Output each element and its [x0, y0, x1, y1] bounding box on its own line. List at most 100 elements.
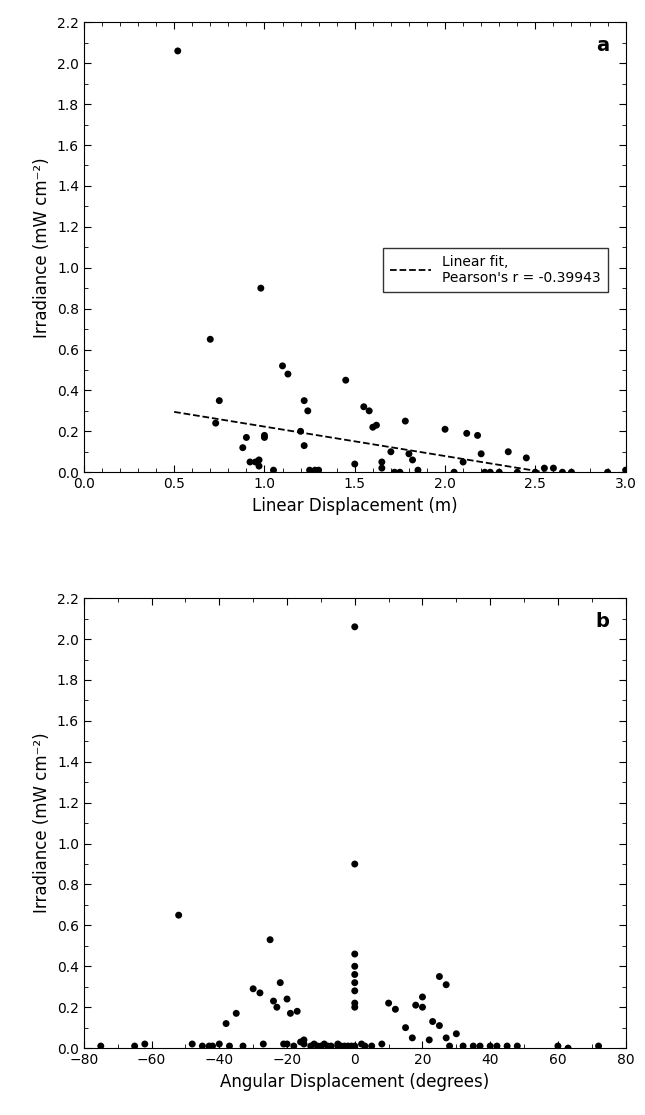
Point [364, 401, 374, 419]
Point [95, 1037, 106, 1055]
Point [494, 464, 504, 482]
Point [557, 464, 568, 482]
Point [350, 455, 360, 473]
Point [299, 1035, 309, 1053]
Point [441, 976, 451, 993]
Point [360, 1037, 370, 1055]
Point [539, 459, 550, 477]
Point [272, 998, 282, 1016]
Point [356, 1035, 366, 1053]
Point [333, 1035, 343, 1053]
Point [368, 418, 378, 436]
Point [248, 980, 258, 998]
Point [563, 1039, 573, 1057]
Point [485, 464, 495, 482]
Point [462, 425, 472, 443]
Point [265, 931, 275, 949]
Point [343, 1037, 353, 1055]
Point [480, 464, 490, 482]
Point [312, 1037, 322, 1055]
Point [241, 428, 252, 446]
Point [434, 968, 444, 986]
Point [444, 1037, 455, 1055]
Point [289, 1037, 299, 1055]
Text: b: b [595, 612, 610, 631]
Point [255, 983, 265, 1001]
Point [309, 1035, 319, 1053]
Point [441, 1029, 451, 1047]
Point [299, 1031, 309, 1049]
Point [279, 1035, 289, 1053]
Point [377, 459, 387, 477]
Point [295, 423, 306, 440]
Point [282, 990, 292, 1008]
Point [346, 1037, 357, 1055]
Y-axis label: Irradiance (mW cm⁻²): Irradiance (mW cm⁻²) [34, 157, 52, 338]
Point [350, 998, 360, 1016]
Point [208, 1037, 218, 1055]
Point [359, 398, 369, 416]
Point [503, 443, 513, 460]
Point [173, 42, 183, 60]
Point [417, 988, 428, 1006]
Point [299, 437, 310, 455]
Point [475, 1037, 485, 1055]
Point [548, 459, 559, 477]
X-axis label: Angular Displacement (degrees): Angular Displacement (degrees) [220, 1073, 490, 1090]
Point [458, 453, 468, 471]
Point [283, 365, 293, 382]
Point [306, 1037, 316, 1055]
Point [285, 1005, 295, 1022]
Point [139, 1035, 150, 1053]
Point [512, 464, 522, 482]
Point [502, 1037, 512, 1055]
Point [383, 995, 393, 1012]
Point [277, 357, 288, 375]
Point [341, 371, 351, 389]
Point [299, 391, 310, 409]
Point [350, 946, 360, 963]
Point [553, 1037, 563, 1055]
Point [413, 462, 423, 479]
Point [620, 462, 631, 479]
Point [401, 1019, 411, 1037]
Point [350, 855, 360, 873]
Point [316, 1037, 326, 1055]
Point [566, 464, 577, 482]
Point [395, 464, 405, 482]
Point [350, 973, 360, 991]
Point [204, 1037, 214, 1055]
Point [404, 445, 414, 463]
Point [468, 1037, 479, 1055]
Point [449, 464, 459, 482]
Point [303, 401, 313, 419]
Point [275, 973, 285, 991]
Point [254, 452, 264, 469]
Point [174, 906, 184, 924]
Point [187, 1035, 197, 1053]
Point [485, 1037, 495, 1055]
Point [476, 445, 486, 463]
Text: a: a [596, 36, 610, 55]
Point [472, 426, 482, 444]
Point [304, 462, 315, 479]
Point [377, 1035, 387, 1053]
Point [224, 1037, 235, 1055]
Point [231, 1005, 241, 1022]
Point [372, 416, 382, 434]
X-axis label: Linear Displacement (m): Linear Displacement (m) [252, 496, 457, 515]
Point [390, 1000, 401, 1018]
Point [282, 1035, 292, 1053]
Point [350, 618, 360, 636]
Point [322, 1037, 333, 1055]
Point [130, 1037, 140, 1055]
Point [602, 464, 613, 482]
Point [336, 1037, 346, 1055]
Point [221, 1015, 231, 1032]
Point [408, 452, 418, 469]
Point [292, 1002, 303, 1020]
Point [400, 413, 410, 430]
Point [214, 1035, 224, 1053]
Point [237, 438, 248, 456]
Point [326, 1037, 336, 1055]
